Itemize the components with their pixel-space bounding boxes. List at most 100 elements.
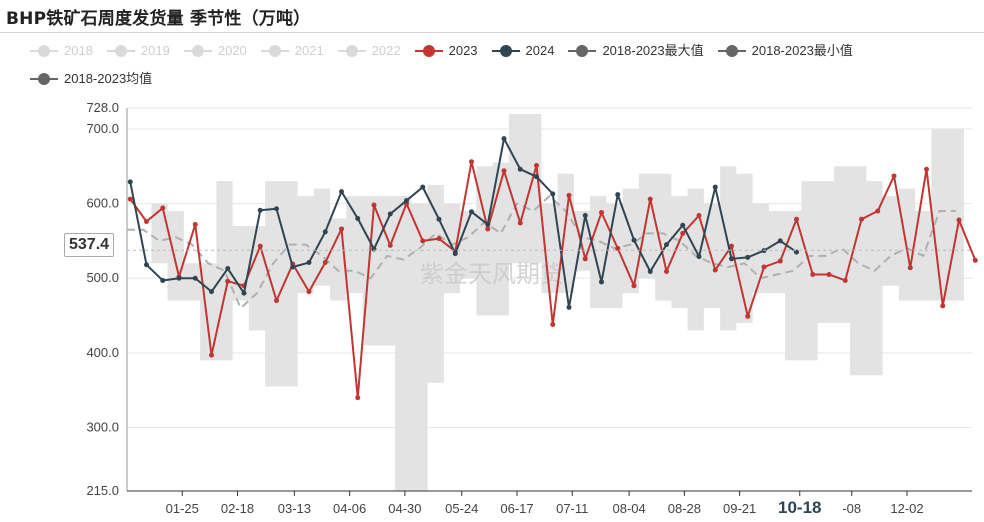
legend-marker-icon [183, 45, 212, 57]
point-2023 [160, 205, 166, 211]
x-tick-label: 09-21 [723, 501, 756, 516]
y-tick-label: 500.0 [86, 270, 119, 285]
point-2023 [501, 168, 507, 174]
legend-item-2018-2023均值[interactable]: 2018-2023均值 [30, 66, 152, 92]
point-2024 [550, 191, 556, 197]
point-2024 [371, 246, 377, 252]
point-2023 [517, 220, 523, 226]
legend-item-2020[interactable]: 2020 [183, 38, 247, 64]
point-2024 [192, 275, 198, 281]
point-2023 [355, 395, 361, 401]
legend: 2018 2019 2020 2021 2022 2023 2024 2018-2023最大值… [30, 38, 980, 94]
point-2024 [404, 198, 409, 204]
y-tick-label: 600.0 [86, 196, 119, 211]
point-2023 [469, 159, 474, 165]
x-tick-label: 10-18 [778, 498, 821, 517]
point-2024 [274, 206, 279, 212]
point-2023 [339, 226, 344, 232]
page-title: BHP铁矿石周度发货量 季节性（万吨） [6, 9, 311, 29]
legend-item-2023[interactable]: 2023 [414, 38, 478, 64]
legend-marker-icon [337, 45, 366, 57]
point-2024 [794, 249, 799, 255]
legend-marker-icon [30, 45, 58, 57]
point-2023 [192, 221, 198, 227]
point-2024 [257, 207, 263, 213]
point-2024 [615, 192, 621, 198]
point-2024 [566, 304, 572, 310]
point-2023 [712, 267, 718, 273]
point-2024 [127, 179, 133, 185]
legend-item-2018-2023最大值[interactable]: 2018-2023最大值 [568, 38, 704, 64]
point-2023 [420, 238, 426, 244]
max-min-band [127, 113, 964, 491]
point-2024 [436, 216, 442, 222]
point-2023 [599, 210, 604, 216]
point-2024 [176, 275, 182, 281]
legend-label: 2020 [217, 43, 247, 58]
point-2023 [225, 278, 231, 284]
point-2023 [534, 162, 539, 168]
point-2023 [794, 216, 799, 222]
point-2023 [972, 257, 978, 263]
x-tick-label: 03-13 [278, 501, 311, 516]
point-2024 [664, 242, 669, 248]
point-2024 [322, 229, 328, 235]
point-2023 [859, 216, 864, 222]
point-2024 [339, 189, 344, 195]
point-2024 [469, 209, 474, 215]
legend-label: 2018 [64, 43, 93, 58]
x-tick-label: 12-02 [890, 501, 923, 516]
point-2023 [485, 226, 491, 232]
point-2023 [696, 213, 702, 219]
y-tick-label: 728.0 [86, 100, 119, 115]
point-2024 [241, 290, 247, 296]
legend-marker-icon [260, 45, 289, 57]
point-2023 [891, 173, 897, 179]
point-2023 [647, 196, 653, 202]
point-2024 [745, 254, 751, 260]
point-2024 [777, 238, 783, 244]
legend-item-2019[interactable]: 2019 [106, 38, 170, 64]
point-2024 [290, 264, 296, 270]
x-tick-label: 04-06 [333, 501, 366, 516]
point-2024 [729, 256, 734, 262]
point-2024 [485, 221, 491, 227]
point-2024 [680, 222, 686, 228]
point-2024 [599, 279, 604, 285]
legend-marker-icon [414, 45, 443, 57]
legend-label: 2022 [371, 43, 401, 58]
y-tick-label: 215.0 [86, 483, 119, 498]
x-tick-label: 05-24 [445, 501, 478, 516]
legend-item-2022[interactable]: 2022 [337, 38, 401, 64]
point-2024 [647, 269, 653, 275]
point-2023 [761, 264, 767, 270]
legend-label: 2024 [525, 43, 555, 58]
point-2023 [680, 230, 686, 236]
point-2023 [387, 242, 393, 248]
point-2024 [501, 136, 507, 142]
point-2024 [420, 184, 426, 190]
point-2023 [664, 269, 669, 275]
legend-item-2018[interactable]: 2018 [30, 38, 93, 64]
point-2024 [712, 184, 718, 190]
point-2024 [387, 211, 393, 217]
point-2023 [875, 208, 881, 214]
point-2023 [436, 236, 442, 242]
legend-item-2018-2023最小值[interactable]: 2018-2023最小值 [717, 38, 853, 64]
legend-marker-icon [717, 45, 746, 57]
point-2023 [274, 298, 279, 304]
x-tick-label: 08-04 [613, 501, 646, 516]
point-2023 [566, 192, 572, 198]
point-2023 [306, 289, 312, 295]
point-2023 [924, 166, 929, 172]
legend-marker-icon [491, 45, 520, 57]
point-2023 [371, 202, 377, 208]
x-tick-label: 06-17 [500, 501, 533, 516]
point-2024 [225, 266, 231, 272]
point-2023 [144, 218, 149, 224]
legend-item-2024[interactable]: 2024 [491, 38, 555, 64]
legend-item-2021[interactable]: 2021 [260, 38, 324, 64]
point-2023 [826, 271, 832, 277]
point-2023 [615, 245, 621, 251]
